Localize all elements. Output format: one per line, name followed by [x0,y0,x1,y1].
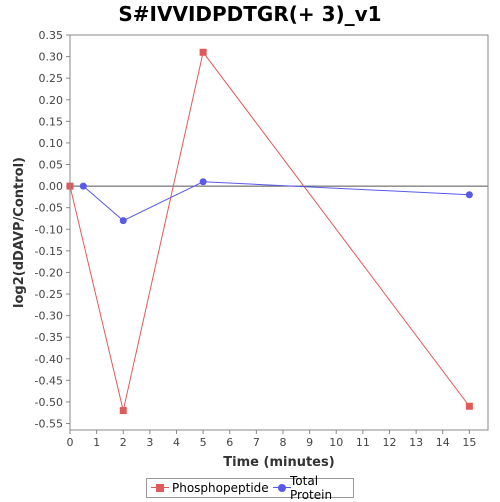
y-tick-label: -0.50 [35,396,63,409]
data-point-total-protein [199,178,207,186]
x-tick-label: 5 [200,436,207,449]
x-tick-label: 4 [173,436,180,449]
x-tick-label: 8 [279,436,286,449]
x-tick-label: 3 [146,436,153,449]
y-tick-label: -0.05 [35,202,63,215]
x-tick-label: 2 [120,436,127,449]
series-line-phosphopeptide [69,51,470,411]
y-tick-label: 0.00 [39,180,64,193]
plot-frame-layer [69,34,489,431]
data-point-total-protein [119,217,127,225]
legend-swatch-total-protein [272,483,291,493]
x-tick-label: 7 [253,436,260,449]
x-tick-label: 9 [306,436,313,449]
chart-title: S#IVVIDPDTGR(+ 3)_v1 [118,2,382,26]
x-axis-title: Time (minutes) [223,455,334,470]
plot-area-border [69,34,489,431]
x-tick-label: 13 [409,436,423,449]
x-tick-label: 11 [356,436,370,449]
y-tick-label: 0.25 [39,72,64,85]
data-point-phosphopeptide [119,407,127,415]
ticks-layer: 0.35 0.30 0.25 0.20 0.15 0.10 0.05 0.00 -0.05 -0.… [35,29,477,449]
x-tick-label: 0 [67,436,74,449]
y-axis-title: log2(dDAVP/Control) [12,157,27,308]
y-tick-label: -0.10 [35,223,63,236]
y-tick-label: -0.15 [35,245,63,258]
y-tick-label: -0.55 [35,418,63,431]
y-tick-label: 0.20 [39,94,64,107]
legend-label-total-protein: Total Protein [290,474,333,502]
data-point-total-protein [79,182,87,190]
series-line-total-protein [82,181,470,222]
x-tick-label: 14 [436,436,450,449]
y-tick-label: 0.35 [39,29,64,42]
y-tick-label: -0.45 [35,374,63,387]
legend-label-phosphopeptide: Phosphopeptide [172,481,269,495]
y-tick-label: -0.40 [35,353,63,366]
y-tick-label: 0.10 [39,137,64,150]
legend-item-total-protein: Total Protein [272,474,349,502]
x-tick-label: 6 [226,436,233,449]
legend: Phosphopeptide Total Protein [146,474,354,502]
legend-item-phosphopeptide: Phosphopeptide [151,481,269,495]
x-tick-label: 1 [93,436,100,449]
y-tick-label: 0.30 [39,51,64,64]
y-tick-label: -0.30 [35,310,63,323]
y-tick-label: -0.35 [35,331,63,344]
data-point-phosphopeptide [465,402,473,410]
data-point-total-protein [465,191,473,199]
y-tick-label: 0.15 [39,115,64,128]
x-tick-label: 10 [329,436,343,449]
x-tick-label: 15 [462,436,476,449]
y-tick-label: -0.20 [35,266,63,279]
y-tick-label: -0.25 [35,288,63,301]
y-tick-label: 0.05 [39,159,64,172]
legend-swatch-phosphopeptide [151,483,169,493]
series-layer [66,48,473,415]
data-point-phosphopeptide [199,48,207,56]
x-tick-label: 12 [382,436,396,449]
